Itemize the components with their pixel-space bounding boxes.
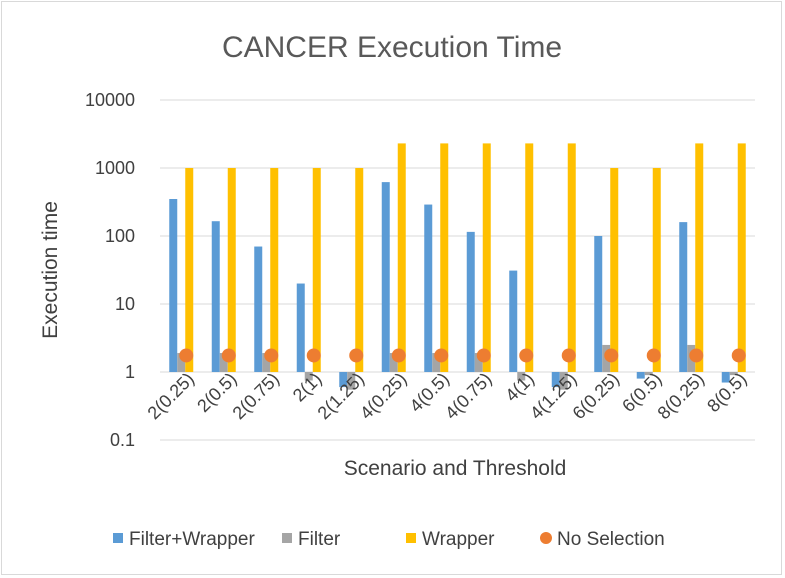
bar-filter-wrapper: [466, 231, 475, 372]
x-tick-label: 4(1): [501, 369, 538, 406]
bar-wrapper: [525, 143, 534, 372]
y-tick-label: 0.1: [110, 430, 135, 450]
bar-filter-wrapper: [679, 222, 688, 372]
marker-no-selection: [221, 348, 236, 363]
marker-no-selection: [476, 348, 491, 363]
y-axis-title: Execution time: [39, 201, 62, 339]
marker-no-selection: [689, 348, 704, 363]
bar-wrapper: [737, 143, 746, 372]
x-tick-label: 2(1): [289, 369, 326, 406]
y-tick-label: 1: [125, 362, 135, 382]
bar-filter: [517, 372, 526, 381]
bar-wrapper: [567, 143, 576, 372]
bar-filter: [432, 353, 441, 372]
bar-filter: [474, 353, 483, 372]
bars: [169, 143, 746, 390]
legend-label: Filter: [298, 529, 341, 550]
legend-swatch: [113, 533, 123, 543]
bar-filter: [219, 353, 228, 372]
bar-filter: [389, 353, 398, 372]
y-tick-label: 10: [115, 294, 135, 314]
bar-wrapper: [652, 168, 661, 372]
bar-filter-wrapper: [211, 221, 220, 372]
bar-filter-wrapper: [381, 182, 390, 372]
y-tick-labels: 0.1 1 10 100 1000 10000: [85, 90, 135, 450]
marker-no-selection: [179, 348, 194, 363]
bar-filter-wrapper: [551, 372, 560, 388]
markers: [179, 348, 746, 363]
bar-filter: [729, 372, 738, 376]
bar-filter-wrapper: [594, 236, 603, 372]
marker-no-selection: [434, 348, 449, 363]
bar-wrapper: [440, 143, 449, 372]
bar-wrapper: [227, 168, 236, 372]
bar-wrapper: [695, 143, 704, 372]
y-tick-label: 100: [105, 226, 135, 246]
legend-swatch: [282, 533, 292, 543]
marker-no-selection: [731, 348, 746, 363]
bar-filter: [347, 372, 356, 390]
x-tick-label: 8(0.25): [654, 369, 708, 423]
marker-no-selection: [349, 348, 364, 363]
chart-title: CANCER Execution Time: [222, 31, 562, 64]
bar-wrapper: [355, 168, 364, 372]
x-axis-title: Scenario and Threshold: [344, 457, 567, 480]
marker-no-selection: [646, 348, 661, 363]
legend-label: No Selection: [557, 529, 665, 550]
bar-wrapper: [397, 143, 406, 372]
bar-wrapper: [185, 168, 194, 372]
bar-wrapper: [482, 143, 491, 372]
legend-label: Filter+Wrapper: [129, 529, 256, 550]
bar-wrapper: [270, 168, 279, 372]
marker-no-selection: [306, 348, 321, 363]
bar-filter-wrapper: [169, 199, 178, 372]
x-tick-label: 6(0.25): [569, 369, 623, 423]
bar-filter-wrapper: [721, 372, 730, 383]
bar-filter-wrapper: [509, 270, 518, 372]
marker-no-selection: [391, 348, 406, 363]
bar-filter-wrapper: [339, 372, 348, 388]
bar-filter-wrapper: [296, 283, 305, 372]
x-tick-label: 4(0.25): [356, 369, 410, 423]
marker-no-selection: [264, 348, 279, 363]
bar-filter: [177, 353, 186, 372]
marker-no-selection: [519, 348, 534, 363]
y-tick-label: 10000: [85, 90, 135, 110]
marker-no-selection: [561, 348, 576, 363]
bar-filter: [644, 372, 653, 376]
x-tick-label: 2(0.75): [229, 369, 283, 423]
bar-filter-wrapper: [254, 246, 263, 372]
bar-wrapper: [312, 168, 321, 372]
bar-filter: [304, 372, 313, 381]
legend-label: Wrapper: [422, 529, 495, 550]
y-tick-label: 1000: [95, 158, 135, 178]
x-tick-label: 4(0.75): [441, 369, 495, 423]
marker-no-selection: [604, 348, 619, 363]
legend-swatch: [406, 533, 416, 543]
bar-filter: [262, 353, 271, 372]
bar-filter-wrapper: [424, 204, 433, 372]
bar-filter-wrapper: [636, 372, 645, 379]
legend-swatch: [540, 532, 552, 544]
bar-filter: [559, 372, 568, 390]
x-tick-label: 2(0.25): [144, 369, 198, 423]
bar-wrapper: [610, 168, 619, 372]
x-tick-labels: 2(0.25)2(0.5)2(0.75) 2(1)2(1.25)4(0.25)4(…: [144, 369, 751, 423]
legend: Filter+Wrapper Filter Wrapper No Selection: [113, 529, 665, 550]
